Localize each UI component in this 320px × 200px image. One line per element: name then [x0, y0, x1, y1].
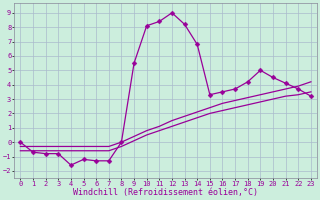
X-axis label: Windchill (Refroidissement éolien,°C): Windchill (Refroidissement éolien,°C)	[73, 188, 258, 197]
